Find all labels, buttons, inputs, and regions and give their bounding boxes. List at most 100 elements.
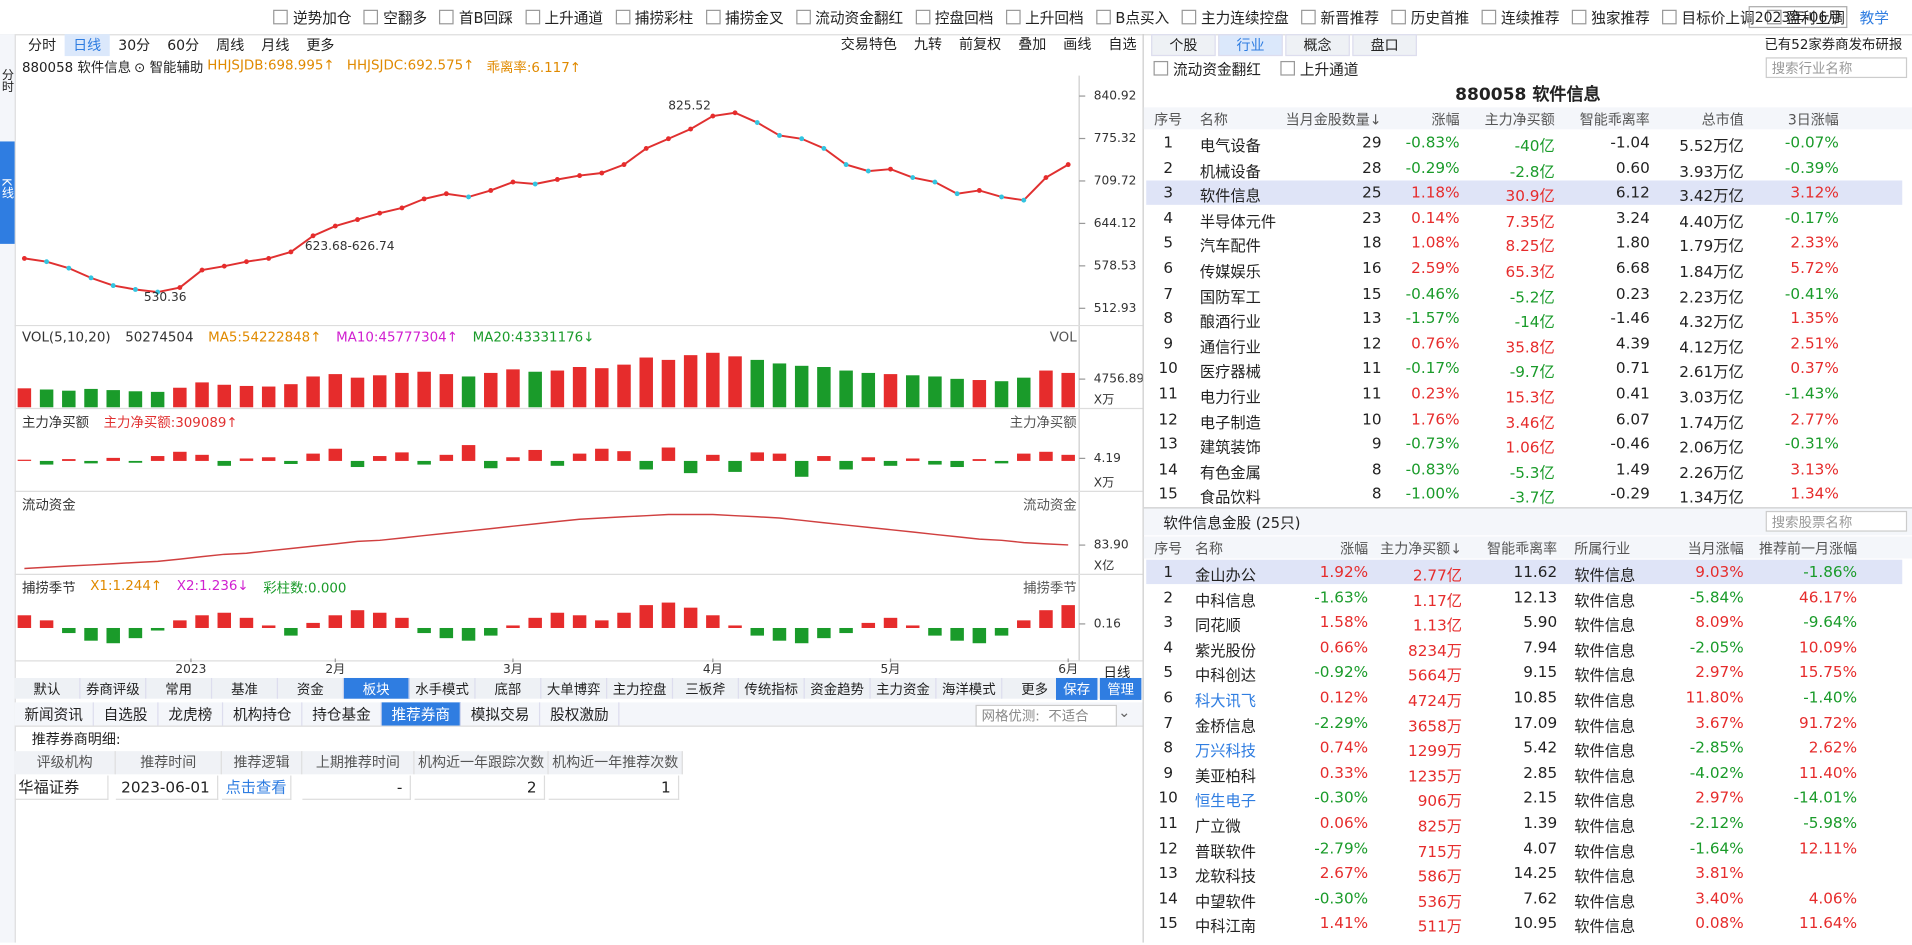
info-tab[interactable]: 自选股 <box>94 702 159 726</box>
indicator-tab[interactable]: 板块 <box>343 677 410 699</box>
period-tab[interactable]: 日线 <box>64 34 110 57</box>
indicator-tab[interactable]: 水手模式 <box>410 677 476 699</box>
indicator-tab[interactable]: 资金趋势 <box>805 677 871 699</box>
filter-checkbox[interactable]: 主力连续控盘 <box>1181 7 1289 28</box>
info-tab[interactable]: 推荐券商 <box>381 702 462 726</box>
period-tab[interactable]: 月线 <box>261 36 290 54</box>
filter-checkbox[interactable]: B点买入 <box>1095 7 1169 28</box>
table-cell[interactable]: 有色金属 <box>1199 463 1261 482</box>
table-cell[interactable]: 中科信息 <box>1195 590 1256 610</box>
table-cell[interactable]: 电气设备 <box>1199 136 1261 155</box>
tool-button[interactable]: 九转 <box>913 35 942 53</box>
tool-button[interactable]: 交易特色 <box>840 35 897 53</box>
button[interactable]: 管理 <box>1099 677 1142 700</box>
stock-search[interactable]: 搜索股票名称 <box>1765 510 1908 532</box>
filter-checkbox[interactable]: 独家推荐 <box>1571 7 1650 28</box>
info-tab[interactable]: 机构持仓 <box>223 702 303 726</box>
collapse-icon[interactable]: ⌄ <box>1118 703 1131 721</box>
indicator-tab[interactable]: 底部 <box>476 677 542 699</box>
button[interactable]: 保存 <box>1055 677 1098 700</box>
indicator-tab[interactable]: 基准 <box>212 677 279 699</box>
table-cell[interactable]: 中科创达 <box>1195 666 1256 685</box>
right-tab[interactable]: 盘口 <box>1352 34 1417 57</box>
indicator-tab[interactable]: 券商评级 <box>80 677 147 699</box>
indicator-tab[interactable]: 海洋模式 <box>936 677 1003 699</box>
indicator-tab[interactable]: 三板斧 <box>673 677 739 699</box>
right-tab[interactable]: 行业 <box>1218 34 1283 57</box>
month-select[interactable]: 2023年-06月 <box>1748 6 1848 29</box>
info-tab[interactable]: 股权激励 <box>540 702 620 726</box>
table-cell[interactable]: 广立微 <box>1195 816 1241 836</box>
indicator-tab[interactable]: 主力控盘 <box>607 677 674 699</box>
period-tab[interactable]: 周线 <box>216 36 245 54</box>
filter-checkbox[interactable]: 盈利上调 <box>1766 7 1845 28</box>
table-cell[interactable]: 同花顺 <box>1195 616 1241 635</box>
filter-checkbox[interactable]: 控盘回档 <box>915 7 993 28</box>
industry-search[interactable]: 搜索行业名称 <box>1765 57 1908 79</box>
info-tab[interactable]: 龙虎榜 <box>159 702 224 726</box>
filter-checkbox[interactable]: 上升通道 <box>1280 59 1358 80</box>
right-tab[interactable]: 个股 <box>1151 34 1216 57</box>
table-cell[interactable]: 半导体元件 <box>1199 211 1277 231</box>
table-cell[interactable]: 传媒娱乐 <box>1199 262 1261 281</box>
table-cell[interactable]: 金山办公 <box>1195 565 1256 585</box>
filter-checkbox[interactable]: 捕捞金叉 <box>705 7 784 28</box>
tool-button[interactable]: 自选 <box>1108 35 1137 53</box>
filter-checkbox[interactable]: 流动资金翻红 <box>795 7 903 28</box>
period-tab[interactable]: 分时 <box>28 36 57 54</box>
filter-checkbox[interactable]: 流动资金翻红 <box>1153 59 1261 80</box>
filter-checkbox[interactable]: 上升回档 <box>1005 7 1084 28</box>
indicator-tab[interactable]: 大单博弈 <box>541 677 608 699</box>
tool-button[interactable]: 叠加 <box>1018 35 1047 53</box>
table-cell[interactable]: 建筑装饰 <box>1199 437 1261 457</box>
filter-checkbox[interactable]: 捕捞彩柱 <box>615 7 693 28</box>
table-cell[interactable]: 酿酒行业 <box>1199 312 1261 331</box>
filter-checkbox[interactable]: 上升通道 <box>525 7 603 28</box>
table-cell[interactable]: 科大讯飞 <box>1195 691 1256 710</box>
teach-link[interactable]: 教学 <box>1859 9 1889 27</box>
table-cell[interactable]: 金桥信息 <box>1195 716 1256 735</box>
table-cell[interactable]: 龙软科技 <box>1195 867 1256 886</box>
indicator-tab[interactable]: 常用 <box>146 677 213 699</box>
info-tab[interactable]: 新闻资讯 <box>15 702 94 726</box>
filter-checkbox[interactable]: 逆势加仓 <box>273 7 352 28</box>
table-cell[interactable]: 医疗器械 <box>1199 362 1261 381</box>
indicator-tab[interactable]: 主力资金 <box>871 677 937 699</box>
filter-checkbox[interactable]: 目标价上调 <box>1661 7 1755 28</box>
table-cell[interactable]: 中科江南 <box>1195 917 1256 936</box>
table-cell[interactable]: 汽车配件 <box>1199 237 1261 256</box>
indicator-tab[interactable]: 资金 <box>278 677 344 699</box>
period-tab[interactable]: 30分 <box>118 36 151 54</box>
table-cell[interactable]: 中望软件 <box>1195 892 1256 911</box>
tool-button[interactable]: 画线 <box>1063 35 1092 53</box>
info-tab[interactable]: 模拟交易 <box>461 702 541 726</box>
table-cell[interactable]: 电子制造 <box>1199 412 1261 432</box>
table-cell[interactable]: 食品饮料 <box>1199 488 1261 507</box>
table-cell[interactable]: 美亚柏科 <box>1195 766 1256 786</box>
filter-checkbox[interactable]: 首B回踩 <box>439 7 513 28</box>
indicator-tab[interactable]: 传统指标 <box>739 677 805 699</box>
filter-checkbox[interactable]: 历史首推 <box>1391 7 1469 28</box>
table-cell[interactable]: 恒生电子 <box>1195 791 1256 811</box>
filter-checkbox[interactable]: 连续推荐 <box>1481 7 1560 28</box>
period-tab[interactable]: 更多 <box>306 36 335 54</box>
table-cell[interactable]: 软件信息 <box>1199 186 1261 206</box>
table-cell[interactable]: 普联软件 <box>1195 842 1256 861</box>
right-tab[interactable]: 概念 <box>1285 34 1350 57</box>
grid-test[interactable]: 网格优测: 不适合 <box>975 704 1117 727</box>
table-cell[interactable]: 国防军工 <box>1199 287 1261 306</box>
assist[interactable]: ⊙ 智能辅助 <box>134 59 204 76</box>
tool-button[interactable]: 前复权 <box>959 35 1002 53</box>
table-cell[interactable]: 电力行业 <box>1199 387 1261 407</box>
side-tab[interactable]: 分时 <box>0 68 13 93</box>
broker-cell[interactable]: 点击查看 <box>221 775 292 800</box>
table-cell[interactable]: 机械设备 <box>1199 161 1261 180</box>
indicator-tab[interactable]: 默认 <box>15 677 81 699</box>
table-cell[interactable]: 通信行业 <box>1199 337 1261 356</box>
period-tab[interactable]: 60分 <box>167 36 200 54</box>
side-tab[interactable]: K线 <box>0 178 13 199</box>
table-cell[interactable]: 万兴科技 <box>1195 741 1256 760</box>
info-tab[interactable]: 持仓基金 <box>302 702 382 726</box>
table-cell[interactable]: 紫光股份 <box>1195 641 1256 660</box>
filter-checkbox[interactable]: 空翻多 <box>363 7 427 28</box>
